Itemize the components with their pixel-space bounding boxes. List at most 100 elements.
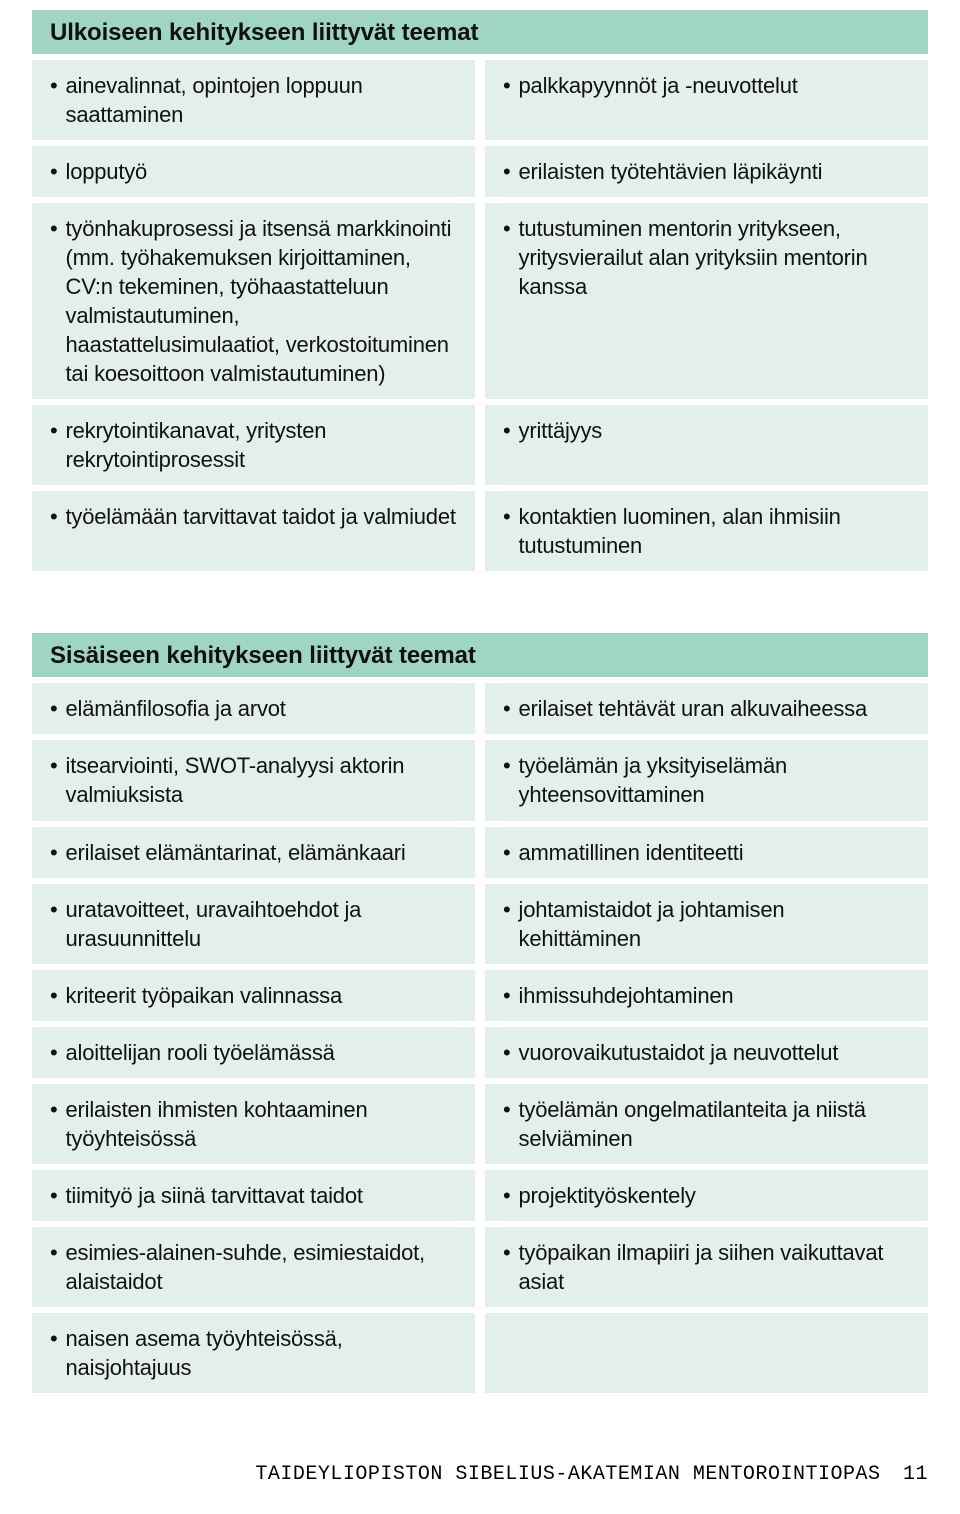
- cell-text: yrittäjyys: [519, 416, 910, 474]
- bullet-icon: •: [503, 214, 519, 388]
- cell-text: tutustuminen mentorin yritykseen, yritys…: [519, 214, 910, 388]
- table-cell: •projektityöskentely: [485, 1170, 928, 1221]
- cell-text: johtamistaidot ja johtamisen kehittämine…: [519, 895, 910, 953]
- table-cell: •palkkapyynnöt ja -neuvottelut: [485, 60, 928, 140]
- bullet-icon: •: [503, 416, 519, 474]
- table-cell: •elämänfilosofia ja arvot: [32, 683, 475, 734]
- table-row: •työelämään tarvittavat taidot ja valmiu…: [32, 491, 928, 571]
- bullet-icon: •: [50, 502, 66, 560]
- bullet-icon: •: [50, 895, 66, 953]
- table-cell: •erilaisten ihmisten kohtaaminen työyhte…: [32, 1084, 475, 1164]
- bullet-icon: •: [50, 1095, 66, 1153]
- bullet-icon: •: [50, 838, 66, 867]
- theme-table: Sisäiseen kehitykseen liittyvät teemat•e…: [32, 633, 928, 1392]
- table-row: •kriteerit työpaikan valinnassa•ihmissuh…: [32, 970, 928, 1021]
- table-cell: •johtamistaidot ja johtamisen kehittämin…: [485, 884, 928, 964]
- table-cell: •työelämän ongelmatilanteita ja niistä s…: [485, 1084, 928, 1164]
- cell-text: naisen asema työyhteisössä, naisjohtajuu…: [66, 1324, 457, 1382]
- table-cell: •erilaiset tehtävät uran alkuvaiheessa: [485, 683, 928, 734]
- table-cell: •työelämään tarvittavat taidot ja valmiu…: [32, 491, 475, 571]
- table-cell: •naisen asema työyhteisössä, naisjohtaju…: [32, 1313, 475, 1393]
- page: Ulkoiseen kehitykseen liittyvät teemat•a…: [0, 0, 960, 1393]
- table-cell: •erilaisten työtehtävien läpikäynti: [485, 146, 928, 197]
- cell-text: erilaisten ihmisten kohtaaminen työyhtei…: [66, 1095, 457, 1153]
- bullet-icon: •: [503, 838, 519, 867]
- table-row: •esimies-alainen-suhde, esimiestaidot, a…: [32, 1227, 928, 1307]
- cell-text: työpaikan ilmapiiri ja siihen vaikuttava…: [519, 1238, 910, 1296]
- bullet-icon: •: [503, 1238, 519, 1296]
- table-row: •naisen asema työyhteisössä, naisjohtaju…: [32, 1313, 928, 1393]
- bullet-icon: •: [50, 416, 66, 474]
- table-cell: •uratavoitteet, uravaihtoehdot ja urasuu…: [32, 884, 475, 964]
- table-cell: [485, 1313, 928, 1393]
- table-row: •uratavoitteet, uravaihtoehdot ja urasuu…: [32, 884, 928, 964]
- table-cell: •yrittäjyys: [485, 405, 928, 485]
- table-cell: •työnhakuprosessi ja itsensä markkinoint…: [32, 203, 475, 399]
- table-row: •aloittelijan rooli työelämässä•vuorovai…: [32, 1027, 928, 1078]
- bullet-icon: •: [503, 895, 519, 953]
- footer-text: TAIDEYLIOPISTON SIBELIUS-AKATEMIAN MENTO…: [255, 1463, 880, 1486]
- cell-text: ainevalinnat, opintojen loppuun saattami…: [66, 71, 457, 129]
- cell-text: projektityöskentely: [519, 1181, 910, 1210]
- table-cell: •ainevalinnat, opintojen loppuun saattam…: [32, 60, 475, 140]
- cell-text: työelämän ongelmatilanteita ja niistä se…: [519, 1095, 910, 1153]
- cell-text: erilaisten työtehtävien läpikäynti: [519, 157, 910, 186]
- bullet-icon: •: [50, 751, 66, 809]
- table-header: Ulkoiseen kehitykseen liittyvät teemat: [32, 10, 928, 54]
- table-cell: •ihmissuhdejohtaminen: [485, 970, 928, 1021]
- cell-text: työnhakuprosessi ja itsensä markkinointi…: [66, 214, 457, 388]
- table-cell: •vuorovaikutustaidot ja neuvottelut: [485, 1027, 928, 1078]
- cell-text: lopputyö: [66, 157, 457, 186]
- bullet-icon: •: [503, 1095, 519, 1153]
- cell-text: ihmissuhdejohtaminen: [519, 981, 910, 1010]
- table-row: •rekrytointikanavat, yritysten rekrytoin…: [32, 405, 928, 485]
- table-row: •itsearviointi, SWOT-analyysi aktorin va…: [32, 740, 928, 820]
- table-cell: •työelämän ja yksityiselämän yhteensovit…: [485, 740, 928, 820]
- table-cell: •tiimityö ja siinä tarvittavat taidot: [32, 1170, 475, 1221]
- cell-text: tiimityö ja siinä tarvittavat taidot: [66, 1181, 457, 1210]
- footer: TAIDEYLIOPISTON SIBELIUS-AKATEMIAN MENTO…: [0, 1453, 960, 1514]
- bullet-icon: •: [50, 214, 66, 388]
- page-number: 11: [903, 1463, 928, 1486]
- cell-text: uratavoitteet, uravaihtoehdot ja urasuun…: [66, 895, 457, 953]
- bullet-icon: •: [503, 751, 519, 809]
- cell-text: työelämän ja yksityiselämän yhteensovitt…: [519, 751, 910, 809]
- table-row: •ainevalinnat, opintojen loppuun saattam…: [32, 60, 928, 140]
- bullet-icon: •: [503, 157, 519, 186]
- table-cell: •rekrytointikanavat, yritysten rekrytoin…: [32, 405, 475, 485]
- table-row: •työnhakuprosessi ja itsensä markkinoint…: [32, 203, 928, 399]
- cell-text: työelämään tarvittavat taidot ja valmiud…: [66, 502, 457, 560]
- bullet-icon: •: [503, 981, 519, 1010]
- table-cell: •lopputyö: [32, 146, 475, 197]
- cell-text: rekrytointikanavat, yritysten rekrytoint…: [66, 416, 457, 474]
- table-row: •tiimityö ja siinä tarvittavat taidot•pr…: [32, 1170, 928, 1221]
- table-cell: •itsearviointi, SWOT-analyysi aktorin va…: [32, 740, 475, 820]
- table-cell: •kontaktien luominen, alan ihmisiin tutu…: [485, 491, 928, 571]
- table-cell: •aloittelijan rooli työelämässä: [32, 1027, 475, 1078]
- bullet-icon: •: [50, 981, 66, 1010]
- cell-text: kontaktien luominen, alan ihmisiin tutus…: [519, 502, 910, 560]
- table-row: •erilaisten ihmisten kohtaaminen työyhte…: [32, 1084, 928, 1164]
- table-cell: •ammatillinen identiteetti: [485, 827, 928, 878]
- bullet-icon: •: [50, 1238, 66, 1296]
- bullet-icon: •: [50, 694, 66, 723]
- bullet-icon: •: [503, 1038, 519, 1067]
- table-row: •erilaiset elämäntarinat, elämänkaari•am…: [32, 827, 928, 878]
- bullet-icon: •: [503, 694, 519, 723]
- table-cell: •tutustuminen mentorin yritykseen, yrity…: [485, 203, 928, 399]
- bullet-icon: •: [50, 1038, 66, 1067]
- table-cell: •kriteerit työpaikan valinnassa: [32, 970, 475, 1021]
- bullet-icon: •: [50, 71, 66, 129]
- bullet-icon: •: [503, 502, 519, 560]
- cell-text: erilaiset tehtävät uran alkuvaiheessa: [519, 694, 910, 723]
- cell-text: esimies-alainen-suhde, esimiestaidot, al…: [66, 1238, 457, 1296]
- table-header: Sisäiseen kehitykseen liittyvät teemat: [32, 633, 928, 677]
- table-cell: •työpaikan ilmapiiri ja siihen vaikuttav…: [485, 1227, 928, 1307]
- cell-text: elämänfilosofia ja arvot: [66, 694, 457, 723]
- theme-table: Ulkoiseen kehitykseen liittyvät teemat•a…: [32, 10, 928, 571]
- bullet-icon: •: [50, 157, 66, 186]
- bullet-icon: •: [503, 71, 519, 129]
- cell-text: ammatillinen identiteetti: [519, 838, 910, 867]
- cell-text: aloittelijan rooli työelämässä: [66, 1038, 457, 1067]
- bullet-icon: •: [503, 1181, 519, 1210]
